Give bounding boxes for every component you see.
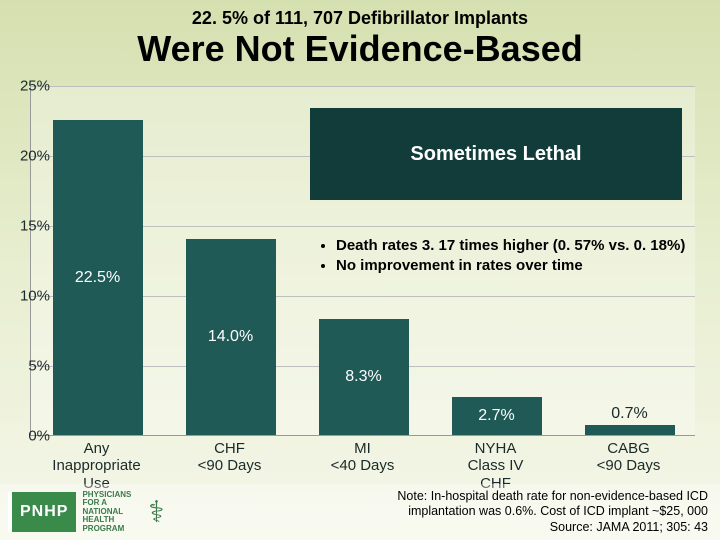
callout-bullets: Death rates 3. 17 times higher (0. 57% v… <box>318 236 698 277</box>
pnhp-logo-text: Physiciansfor aNationalHealthProgram <box>82 491 131 533</box>
gridline <box>31 86 695 87</box>
supertitle: 22. 5% of 111, 707 Defibrillator Implant… <box>0 8 720 29</box>
bar: 8.3% <box>319 319 409 435</box>
callout-title: Sometimes Lethal <box>410 143 581 166</box>
x-category-label: CHF<90 Days <box>170 440 290 475</box>
bar: 14.0% <box>186 239 276 435</box>
bar-value-label: 14.0% <box>208 328 253 346</box>
bullet-item: No improvement in rates over time <box>336 256 698 276</box>
bar-value-label: 22.5% <box>75 269 120 287</box>
bar-value-label: 0.7% <box>585 405 675 423</box>
bar: 2.7% <box>452 397 542 435</box>
pnhp-mark: PNHP <box>8 492 76 532</box>
bar: 0.7% <box>585 425 675 435</box>
y-tick-label: 25% <box>0 78 50 95</box>
footer: PNHP Physiciansfor aNationalHealthProgra… <box>0 484 720 540</box>
title-block: 22. 5% of 111, 707 Defibrillator Implant… <box>0 0 720 69</box>
bullet-item: Death rates 3. 17 times higher (0. 57% v… <box>336 236 698 256</box>
pnhp-logo: PNHP Physiciansfor aNationalHealthProgra… <box>8 490 171 534</box>
main-title: Were Not Evidence-Based <box>0 29 720 69</box>
bar-value-label: 8.3% <box>345 368 381 386</box>
x-category-label: MI<40 Days <box>303 440 423 475</box>
y-tick-label: 20% <box>0 148 50 165</box>
x-category-label: CABG<90 Days <box>569 440 689 475</box>
bar-value-label: 2.7% <box>478 407 514 425</box>
caduceus-icon: ⚕ <box>141 490 171 534</box>
y-tick-label: 5% <box>0 358 50 375</box>
y-tick-label: 10% <box>0 288 50 305</box>
bar: 22.5% <box>53 120 143 435</box>
footnote: Note: In-hospital death rate for non-evi… <box>397 489 708 536</box>
y-tick-label: 15% <box>0 218 50 235</box>
callout-box: Sometimes Lethal <box>310 108 682 200</box>
